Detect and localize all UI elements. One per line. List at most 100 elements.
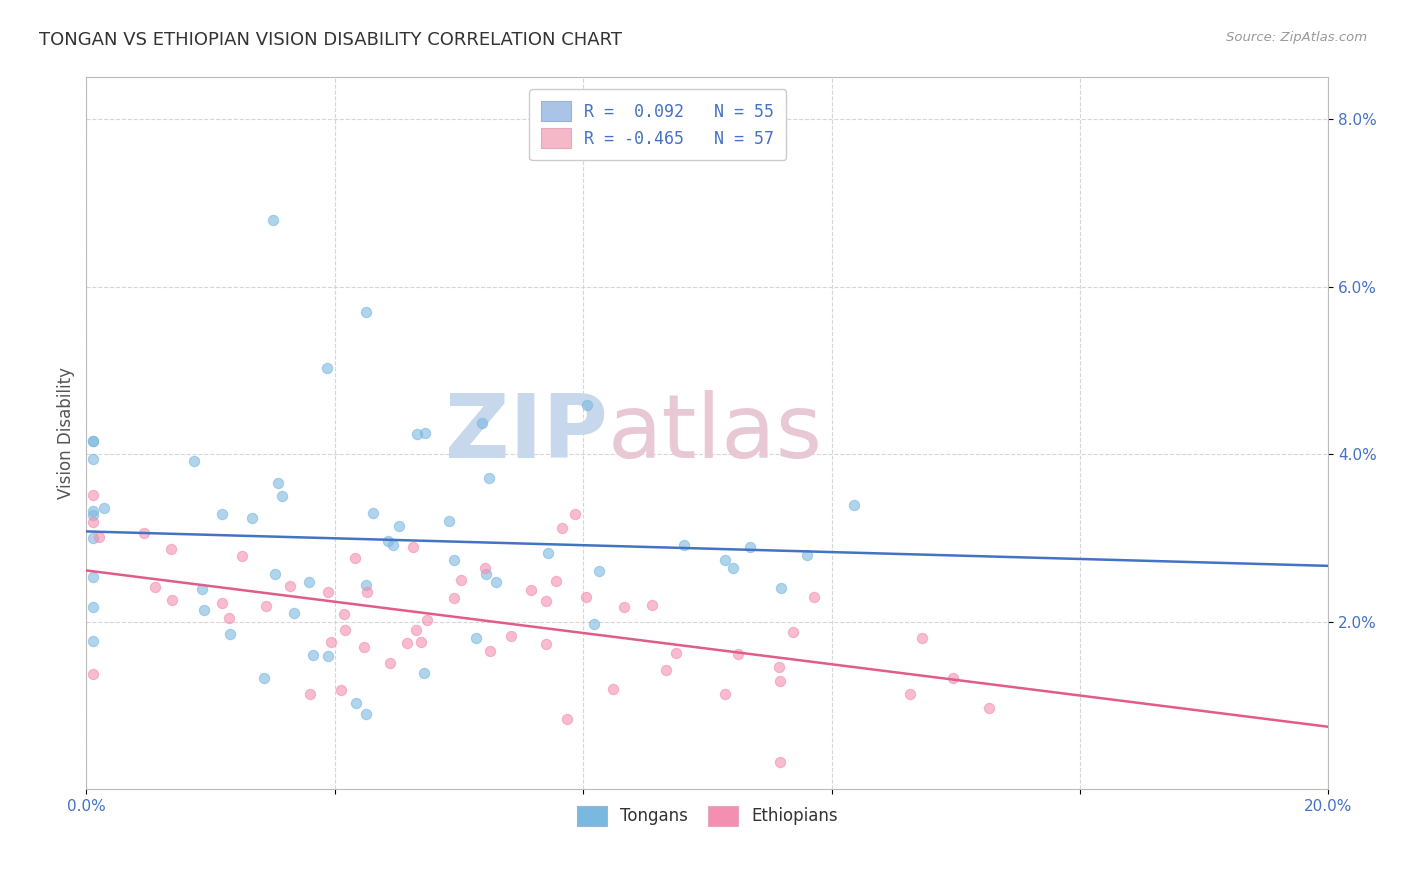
Point bbox=[356, 585, 378, 599]
Point bbox=[211, 596, 233, 610]
Point bbox=[262, 212, 284, 227]
Point bbox=[266, 476, 288, 491]
Point bbox=[727, 647, 749, 661]
Point bbox=[82, 633, 104, 648]
Point bbox=[82, 569, 104, 583]
Point bbox=[721, 560, 744, 574]
Point bbox=[485, 575, 508, 590]
Point bbox=[381, 538, 404, 552]
Point bbox=[582, 616, 605, 631]
Point bbox=[437, 514, 460, 528]
Point bbox=[537, 546, 560, 560]
Point bbox=[82, 531, 104, 545]
Point bbox=[191, 582, 214, 596]
Point bbox=[211, 507, 233, 521]
Point bbox=[82, 488, 104, 502]
Point bbox=[413, 665, 436, 680]
Y-axis label: Vision Disability: Vision Disability bbox=[58, 368, 75, 500]
Point bbox=[218, 627, 240, 641]
Point bbox=[93, 500, 115, 515]
Point bbox=[302, 648, 325, 662]
Point bbox=[471, 416, 494, 430]
Point bbox=[534, 637, 557, 651]
Point bbox=[321, 635, 343, 649]
Point bbox=[555, 712, 578, 726]
Point bbox=[713, 553, 735, 567]
Point bbox=[803, 591, 825, 605]
Point bbox=[474, 561, 496, 575]
Point bbox=[406, 427, 429, 442]
Point bbox=[218, 611, 240, 625]
Point bbox=[910, 632, 932, 646]
Point bbox=[354, 305, 377, 319]
Point bbox=[316, 584, 339, 599]
Point bbox=[613, 599, 636, 614]
Text: ZIP: ZIP bbox=[446, 390, 607, 477]
Point bbox=[942, 671, 965, 685]
Point bbox=[769, 755, 792, 769]
Point bbox=[782, 625, 804, 640]
Point bbox=[283, 607, 305, 621]
Point bbox=[82, 434, 104, 448]
Point bbox=[475, 567, 498, 582]
Point bbox=[443, 591, 465, 606]
Point bbox=[231, 549, 253, 564]
Point bbox=[82, 508, 104, 522]
Point bbox=[768, 659, 790, 673]
Point bbox=[713, 687, 735, 701]
Point bbox=[478, 471, 501, 485]
Point bbox=[575, 398, 598, 412]
Point bbox=[588, 565, 610, 579]
Point bbox=[520, 582, 543, 597]
Point bbox=[333, 607, 356, 622]
Point bbox=[464, 632, 486, 646]
Point bbox=[254, 599, 277, 613]
Point bbox=[361, 506, 384, 520]
Text: atlas: atlas bbox=[607, 390, 823, 477]
Point bbox=[354, 578, 377, 592]
Point bbox=[534, 594, 557, 608]
Text: TONGAN VS ETHIOPIAN VISION DISABILITY CORRELATION CHART: TONGAN VS ETHIOPIAN VISION DISABILITY CO… bbox=[39, 31, 623, 49]
Point bbox=[134, 526, 156, 541]
Point bbox=[575, 591, 598, 605]
Point bbox=[499, 629, 522, 643]
Point bbox=[655, 663, 678, 677]
Point bbox=[443, 552, 465, 566]
Point bbox=[641, 598, 664, 612]
Point bbox=[402, 540, 425, 554]
Point bbox=[409, 634, 432, 648]
Point bbox=[344, 697, 367, 711]
Point bbox=[564, 507, 586, 521]
Point bbox=[318, 648, 340, 663]
Point bbox=[82, 667, 104, 681]
Point bbox=[354, 706, 377, 721]
Point bbox=[253, 671, 276, 685]
Point bbox=[450, 573, 472, 587]
Point bbox=[278, 579, 301, 593]
Legend: Tongans, Ethiopians: Tongans, Ethiopians bbox=[568, 797, 846, 834]
Point bbox=[264, 567, 287, 582]
Point bbox=[478, 644, 501, 658]
Point bbox=[344, 550, 367, 565]
Point bbox=[416, 613, 439, 627]
Point bbox=[330, 683, 353, 698]
Point bbox=[844, 498, 866, 512]
Point bbox=[551, 521, 574, 535]
Point bbox=[240, 511, 263, 525]
Point bbox=[143, 580, 166, 594]
Point bbox=[82, 516, 104, 530]
Point bbox=[977, 701, 1000, 715]
Point bbox=[315, 360, 337, 375]
Point bbox=[160, 541, 183, 556]
Text: Source: ZipAtlas.com: Source: ZipAtlas.com bbox=[1226, 31, 1367, 45]
Point bbox=[298, 687, 321, 701]
Point bbox=[415, 425, 437, 440]
Point bbox=[898, 687, 921, 701]
Point bbox=[82, 452, 104, 467]
Point bbox=[388, 519, 411, 533]
Point bbox=[333, 623, 356, 637]
Point bbox=[405, 624, 427, 638]
Point bbox=[270, 490, 292, 504]
Point bbox=[796, 548, 818, 562]
Point bbox=[82, 600, 104, 615]
